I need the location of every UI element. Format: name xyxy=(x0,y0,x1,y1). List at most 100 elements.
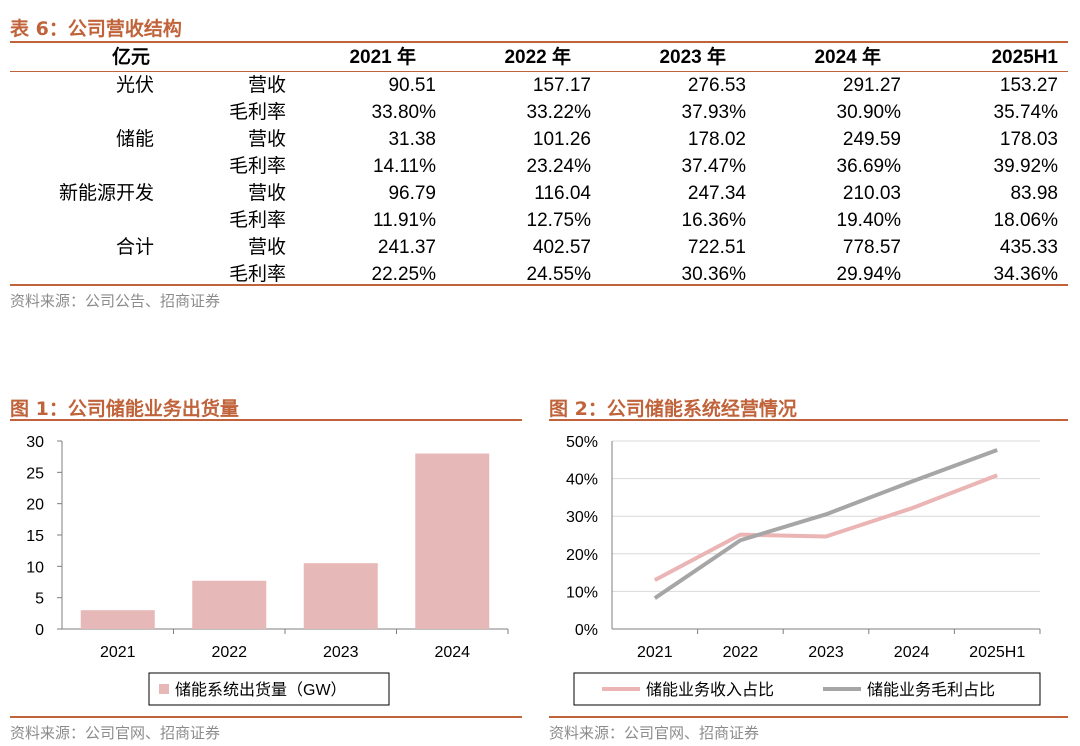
bar xyxy=(415,453,490,629)
y-tick-label: 20% xyxy=(566,547,598,564)
value-cell: 241.37 xyxy=(377,237,436,258)
value-cell: 11.91% xyxy=(372,210,436,231)
x-tick-label: 2022 xyxy=(211,644,247,661)
x-tick-label: 2021 xyxy=(100,644,136,661)
year-header: 2021 年 xyxy=(349,47,416,68)
table-row: 新能源开发 营收 96.79 116.04 247.34 210.03 83.98 xyxy=(10,180,1068,207)
table-row: 毛利率 11.91% 12.75% 16.36% 19.40% 18.06% xyxy=(10,207,1068,234)
metric-cell: 毛利率 xyxy=(228,101,286,123)
figure1-top-rule xyxy=(10,419,522,421)
value-cell: 83.98 xyxy=(1010,183,1058,204)
y-tick-label: 10% xyxy=(566,584,598,601)
y-tick-label: 30 xyxy=(26,434,44,451)
year-header: 2025H1 xyxy=(991,47,1058,68)
segment-cell: 光伏 xyxy=(115,74,154,96)
value-cell: 778.57 xyxy=(842,237,901,258)
figure1-bottom-rule xyxy=(10,716,522,718)
y-tick-label: 50% xyxy=(566,434,598,451)
segment-cell: 储能 xyxy=(115,128,154,150)
value-cell: 116.04 xyxy=(534,183,591,204)
shipment-bar-chart: 0 5 10 15 20 25 30 2021 2022 2023 2024 储能系统出货量（GW） xyxy=(26,434,509,706)
figure1-title: 图 1：公司储能业务出货量 xyxy=(10,398,239,420)
legend-label: 储能系统出货量（GW） xyxy=(175,681,347,699)
value-cell: 210.03 xyxy=(842,183,901,204)
table-row: 毛利率 33.80% 33.22% 37.93% 30.90% 35.74% xyxy=(10,99,1068,126)
value-cell: 30.90% xyxy=(836,102,901,123)
table-header-row: 亿元 2021 年 2022 年 2023 年 2024 年 2025H1 xyxy=(10,44,1068,72)
value-cell: 247.34 xyxy=(687,183,746,204)
figure2-source: 资料来源：公司官网、招商证券 xyxy=(549,724,760,742)
value-cell: 291.27 xyxy=(842,75,901,96)
year-header: 2022 年 xyxy=(504,47,571,68)
year-header: 2023 年 xyxy=(659,47,726,68)
value-cell: 16.36% xyxy=(681,210,746,231)
segment-cell xyxy=(10,153,158,180)
margin-share-line xyxy=(653,448,998,600)
table-row: 毛利率 22.25% 24.55% 30.36% 29.94% 34.36% xyxy=(10,261,1068,288)
x-tick-label: 2024 xyxy=(434,644,470,661)
table-row: 合计 营收 241.37 402.57 722.51 778.57 435.33 xyxy=(10,234,1068,261)
table-bottom-rule xyxy=(10,284,1068,286)
value-cell: 39.92% xyxy=(993,156,1058,177)
legend-swatch xyxy=(159,684,169,694)
table-top-rule xyxy=(10,41,1068,43)
table-row: 光伏 营收 90.51 157.17 276.53 291.27 153.27 xyxy=(10,72,1068,100)
value-cell: 29.94% xyxy=(836,264,901,285)
legend-label: 储能业务毛利占比 xyxy=(867,681,995,699)
value-cell: 37.93% xyxy=(681,102,746,123)
value-cell: 35.74% xyxy=(993,102,1058,123)
x-tick-label: 2023 xyxy=(808,644,844,661)
year-header: 2024 年 xyxy=(814,47,881,68)
figure1-source: 资料来源：公司官网、招商证券 xyxy=(10,724,221,742)
metric-cell: 营收 xyxy=(247,128,286,150)
segment-cell: 合计 xyxy=(115,236,154,258)
metric-cell: 毛利率 xyxy=(228,209,286,231)
bar xyxy=(303,563,378,629)
y-tick-label: 40% xyxy=(566,472,598,489)
value-cell: 36.69% xyxy=(836,156,901,177)
value-cell: 96.79 xyxy=(388,183,436,204)
x-tick-label: 2024 xyxy=(894,644,930,661)
metric-cell: 毛利率 xyxy=(228,263,286,285)
value-cell: 153.27 xyxy=(999,75,1058,96)
value-cell: 435.33 xyxy=(999,237,1058,258)
value-cell: 402.57 xyxy=(532,237,591,258)
y-tick-label: 10 xyxy=(26,559,44,576)
bar xyxy=(192,580,267,629)
value-cell: 249.59 xyxy=(842,129,901,150)
metric-cell: 毛利率 xyxy=(228,155,286,177)
x-tick-label: 2025H1 xyxy=(969,644,1025,661)
metric-cell: 营收 xyxy=(247,236,286,258)
table-body: 光伏 营收 90.51 157.17 276.53 291.27 153.27 毛利率 33.8… xyxy=(10,72,1068,289)
value-cell: 33.22% xyxy=(526,102,591,123)
legend-box xyxy=(148,672,390,706)
y-tick-label: 0 xyxy=(35,622,44,639)
value-cell: 157.17 xyxy=(532,75,591,96)
table-row: 储能 营收 31.38 101.26 178.02 249.59 178.03 xyxy=(10,126,1068,153)
value-cell: 23.24% xyxy=(526,156,591,177)
legend-box xyxy=(573,672,1041,706)
segment-cell xyxy=(10,99,158,126)
value-cell: 178.02 xyxy=(687,129,746,150)
value-cell: 178.03 xyxy=(999,129,1058,150)
value-cell: 90.51 xyxy=(388,75,436,96)
value-cell: 22.25% xyxy=(371,264,436,285)
metric-cell: 营收 xyxy=(247,182,286,204)
segment-cell xyxy=(10,207,158,234)
table-source: 资料来源：公司公告、招商证券 xyxy=(10,292,221,310)
value-cell: 19.40% xyxy=(836,210,901,231)
x-tick-label: 2023 xyxy=(323,644,359,661)
figure2-bottom-rule xyxy=(549,716,1068,718)
revenue-share-line xyxy=(653,473,998,582)
value-cell: 37.47% xyxy=(681,156,746,177)
segment-cell: 新能源开发 xyxy=(58,182,154,204)
y-tick-label: 0% xyxy=(575,622,598,639)
value-cell: 276.53 xyxy=(687,75,746,96)
value-cell: 24.55% xyxy=(526,264,591,285)
value-cell: 31.38 xyxy=(388,129,436,150)
table-row: 毛利率 14.11% 23.24% 37.47% 36.69% 39.92% xyxy=(10,153,1068,180)
y-tick-label: 25 xyxy=(26,465,44,482)
y-tick-label: 5 xyxy=(35,591,44,608)
value-cell: 12.75% xyxy=(526,210,591,231)
table-title: 表 6：公司营收结构 xyxy=(10,18,182,40)
